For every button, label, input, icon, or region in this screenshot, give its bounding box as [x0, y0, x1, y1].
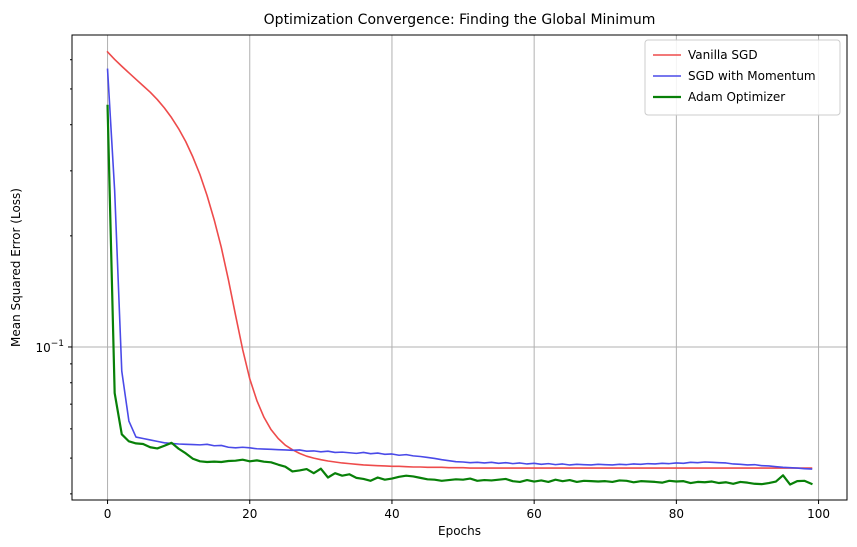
legend-label: Vanilla SGD — [688, 48, 758, 62]
y-axis-label: Mean Squared Error (Loss) — [9, 188, 23, 347]
x-axis-label: Epochs — [438, 524, 481, 538]
series-line-adam-optimizer — [106, 104, 813, 486]
x-tick-label: 80 — [669, 507, 684, 521]
x-tick-label: 60 — [527, 507, 542, 521]
x-tick-label: 100 — [807, 507, 830, 521]
axis-ticks: 0 20 40 60 80 100 10−1 — [35, 59, 830, 521]
legend-label: SGD with Momentum — [688, 69, 816, 83]
series-lines — [106, 50, 813, 486]
plot-frame — [71, 34, 848, 501]
chart-title: Optimization Convergence: Finding the Gl… — [264, 12, 656, 28]
y-tick-label: 10−1 — [35, 339, 64, 355]
x-tick-label: 20 — [242, 507, 257, 521]
x-tick-label: 40 — [384, 507, 399, 521]
legend: Vanilla SGD SGD with Momentum Adam Optimiz… — [644, 39, 841, 116]
legend-box — [644, 39, 841, 116]
legend-label: Adam Optimizer — [688, 90, 785, 104]
series-line-vanilla-sgd — [106, 50, 813, 469]
series-line-sgd-with-momentum — [106, 68, 813, 470]
legend-entries: Vanilla SGD SGD with Momentum Adam Optimiz… — [653, 48, 816, 104]
x-tick-label: 0 — [104, 507, 112, 521]
